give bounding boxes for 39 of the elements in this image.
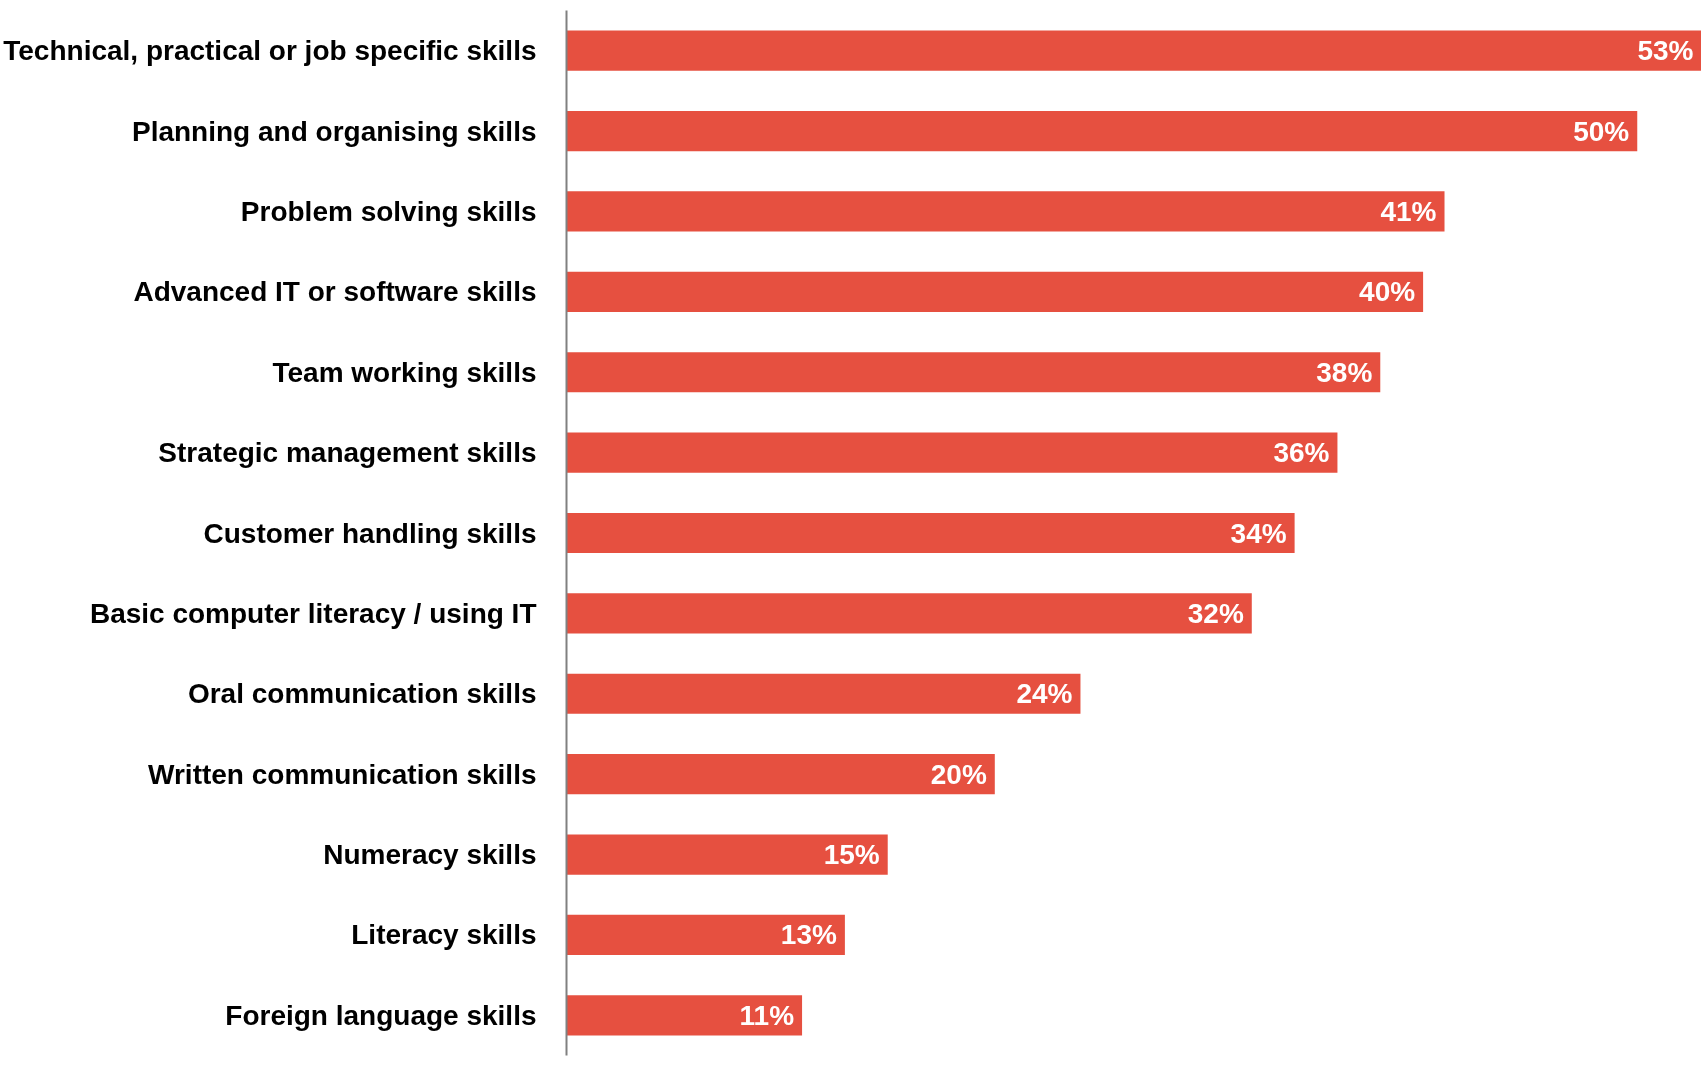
y-tick-label: Numeracy skills xyxy=(323,839,537,871)
y-tick-label: Written communication skills xyxy=(148,758,537,790)
y-tick-label: Advanced IT or software skills xyxy=(133,276,537,308)
data-label: 24% xyxy=(1016,678,1073,710)
bar xyxy=(566,673,1081,714)
y-tick-label: Oral communication skills xyxy=(187,678,537,710)
bar xyxy=(566,914,845,956)
y-tick-label: Technical, practical or job specific skills xyxy=(3,35,537,67)
data-label: 38% xyxy=(1316,356,1373,388)
bar xyxy=(566,110,1638,152)
bar xyxy=(566,271,1424,312)
y-tick-label: Strategic management skills xyxy=(158,437,537,469)
bar xyxy=(566,432,1338,473)
y-tick-label: Literacy skills xyxy=(351,919,537,951)
bar xyxy=(566,30,1701,71)
data-label: 20% xyxy=(930,758,987,790)
data-label: 32% xyxy=(1187,597,1244,629)
bar xyxy=(566,352,1381,393)
y-tick-label: Foreign language skills xyxy=(225,999,537,1031)
data-label: 50% xyxy=(1573,115,1630,147)
bar xyxy=(566,512,1295,554)
bar xyxy=(566,834,888,875)
data-label: 53% xyxy=(1637,35,1694,67)
data-label: 11% xyxy=(739,999,795,1031)
y-tick-label: Customer handling skills xyxy=(203,517,537,549)
y-tick-label: Basic computer literacy / using IT xyxy=(89,597,537,629)
data-label: 34% xyxy=(1230,517,1287,549)
bar xyxy=(566,995,803,1036)
data-label: 15% xyxy=(823,839,880,871)
data-label: 40% xyxy=(1359,276,1416,308)
y-tick-label: Problem solving skills xyxy=(240,195,537,227)
y-tick-label: Planning and organising skills xyxy=(131,115,537,147)
bar xyxy=(566,191,1445,232)
data-label: 41% xyxy=(1380,195,1437,227)
bar xyxy=(566,593,1252,634)
y-tick-label: Team working skills xyxy=(272,356,537,388)
data-label: 13% xyxy=(780,919,837,951)
bar xyxy=(566,754,995,795)
data-label: 36% xyxy=(1273,437,1330,469)
